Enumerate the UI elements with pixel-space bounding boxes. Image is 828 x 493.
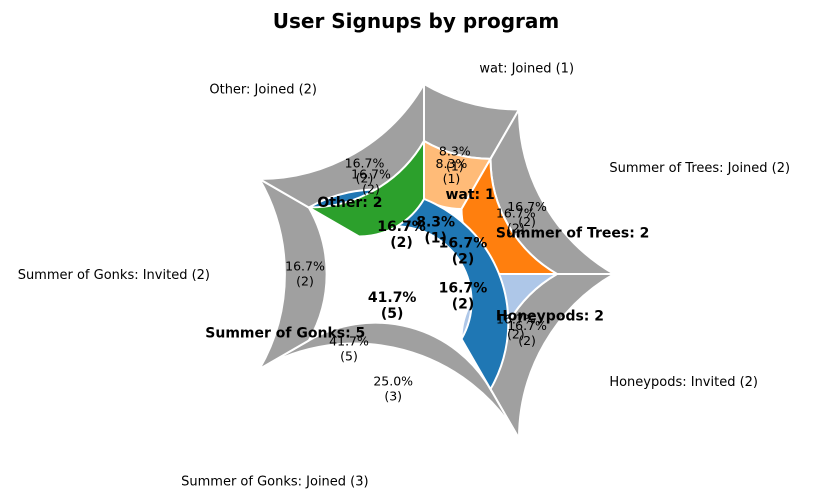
inner-pct-wat: 8.3% (1) bbox=[436, 156, 468, 186]
inner-autopct-summer-of-trees: 16.7% (2) bbox=[439, 236, 488, 268]
inner-pct-honeypods: 16.7% (2) bbox=[496, 312, 536, 342]
outer-pct-honeypods-invited-2: 16.7% (2) bbox=[507, 318, 547, 348]
outer-label-wat-joined-1: wat: Joined (1) bbox=[479, 61, 574, 76]
outer-pct-other-joined-2: 16.7% (2) bbox=[345, 155, 385, 185]
chart-labels: wat: Joined (1) Summer of Trees: Joined (… bbox=[18, 61, 790, 489]
outer-label-summer-of-gonks-invited-2: Summer of Gonks: Invited (2) bbox=[18, 268, 210, 283]
inner-label-summer-of-gonks: Summer of Gonks: 5 bbox=[205, 326, 365, 342]
inner-pct-summer-of-trees: 16.7% (2) bbox=[496, 206, 536, 236]
inner-pct-other: 16.7% (2) bbox=[351, 167, 391, 197]
outer-ring bbox=[255, 80, 618, 443]
chart-title: User Signups by program bbox=[273, 9, 560, 33]
inner-ring bbox=[305, 137, 561, 393]
inner-label-summer-of-trees: Summer of Trees: 2 bbox=[496, 226, 650, 242]
inner-autopct-summer-of-gonks: 41.7% (5) bbox=[368, 290, 417, 322]
inner-label-honeypods: Honeypods: 2 bbox=[496, 309, 604, 325]
inner-autopct-other: 16.7% (2) bbox=[377, 219, 426, 251]
inner-autopct-wat: 8.3% (1) bbox=[416, 215, 455, 247]
outer-wedge-summer-of-gonks-joined-3 bbox=[258, 321, 520, 440]
inner-wedge-other bbox=[305, 137, 425, 238]
outer-label-other-joined-2: Other: Joined (2) bbox=[209, 83, 317, 98]
outer-wedge-summer-of-gonks-invited-2 bbox=[256, 176, 328, 372]
outer-pct-wat-joined-1: 8.3% (1) bbox=[439, 144, 471, 174]
outer-pct-summer-of-gonks-joined-3: 25.0% (3) bbox=[373, 373, 413, 403]
outer-label-summer-of-trees-joined-2: Summer of Trees: Joined (2) bbox=[609, 161, 790, 176]
outer-label-honeypods-invited-2: Honeypods: Invited (2) bbox=[609, 375, 758, 390]
outer-pct-summer-of-gonks-invited-2: 16.7% (2) bbox=[285, 259, 325, 289]
inner-pct-summer-of-gonks: 41.7% (5) bbox=[329, 333, 369, 363]
outer-label-summer-of-gonks-joined-3: Summer of Gonks: Joined (3) bbox=[181, 475, 368, 490]
inner-label-wat: wat: 1 bbox=[445, 187, 494, 203]
outer-pct-summer-of-trees-joined-2: 16.7% (2) bbox=[507, 199, 547, 229]
inner-label-other: Other: 2 bbox=[317, 195, 382, 211]
inner-autopct-honeypods: 16.7% (2) bbox=[439, 281, 488, 313]
